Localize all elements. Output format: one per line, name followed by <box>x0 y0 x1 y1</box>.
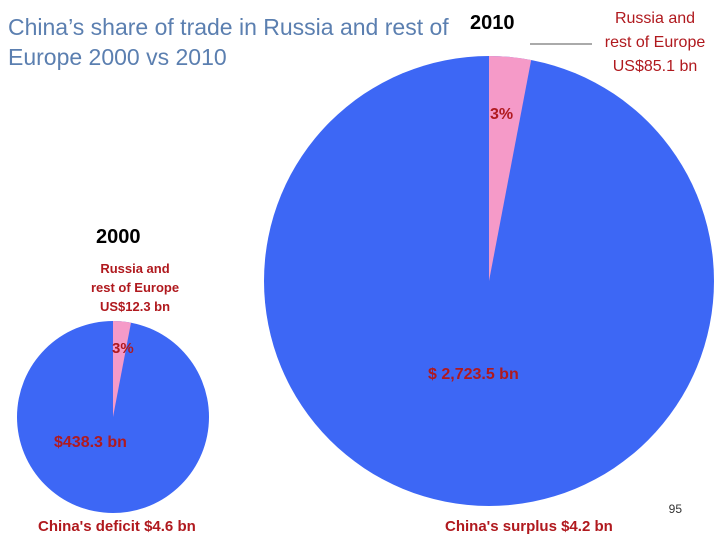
callout-2000-line2: rest of Europe <box>90 280 180 295</box>
page-title: China’s share of trade in Russia and res… <box>8 14 449 70</box>
callout-2000: Russia and rest of Europe US$12.3 bn <box>60 259 210 316</box>
pie-2010-europe-slice <box>489 56 532 281</box>
callout-2000-line1: Russia and <box>100 261 170 276</box>
pct-label-2010: 3% <box>490 106 514 123</box>
total-label-2010: $ 2,723.5 bn <box>428 366 519 383</box>
caption-2000: China's deficit $4.6 bn <box>38 518 196 535</box>
pct-label-2000: 3% <box>112 340 134 357</box>
pie-2010 <box>264 56 714 506</box>
pie-2000-europe-slice <box>113 321 131 417</box>
caption-2010: China's surplus $4.2 bn <box>445 518 613 535</box>
year-label-2000: 2000 <box>96 226 141 248</box>
callout-2010-line1: Russia and <box>614 10 696 27</box>
year-label-2010: 2010 <box>470 12 515 34</box>
callout-2010-line3: US$85.1 bn <box>612 58 698 75</box>
pie-2000 <box>17 321 209 513</box>
callout-2000-line3: US$12.3 bn <box>99 299 171 314</box>
page-number: 95 <box>668 502 682 516</box>
callout-2010-line2: rest of Europe <box>604 34 706 51</box>
total-label-2000: $438.3 bn <box>54 434 127 451</box>
callout-2010: Russia and rest of Europe US$85.1 bn <box>585 7 725 79</box>
